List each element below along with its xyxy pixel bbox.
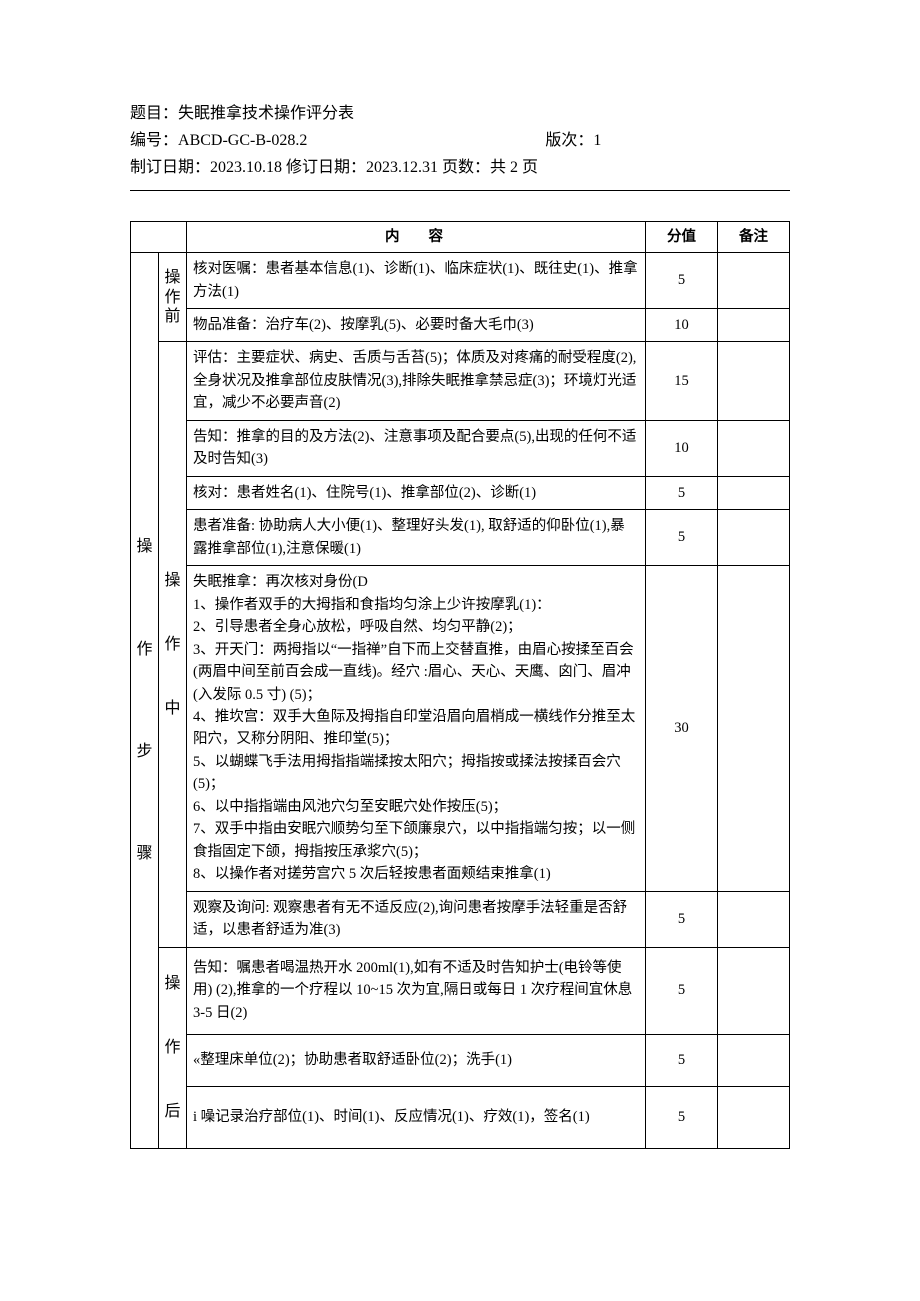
subphase-post: 操作后 <box>159 947 187 1148</box>
score-cell: 5 <box>646 1034 718 1087</box>
table-row: 操作步骤 操作前 核对医嘱：患者基本信息(1)、诊断(1)、临床症状(1)、既往… <box>131 253 790 309</box>
score-cell: 5 <box>646 891 718 947</box>
note-cell <box>718 566 790 892</box>
note-cell <box>718 1087 790 1149</box>
content-cell: 核对医嘱：患者基本信息(1)、诊断(1)、临床症状(1)、既往史(1)、推拿方法… <box>187 253 646 309</box>
content-cell: «整理床单位(2)；协助患者取舒适卧位(2)；洗手(1) <box>187 1034 646 1087</box>
phase-cell: 操作步骤 <box>131 253 159 1149</box>
note-cell <box>718 891 790 947</box>
header-code-line: 编号：ABCD-GC-B-028.2 版次：1 <box>130 127 790 154</box>
score-cell: 10 <box>646 308 718 341</box>
note-cell <box>718 253 790 309</box>
note-cell <box>718 947 790 1034</box>
note-cell <box>718 342 790 420</box>
note-cell <box>718 308 790 341</box>
document-header: 题目：失眠推拿技术操作评分表 编号：ABCD-GC-B-028.2 版次：1 制… <box>130 100 790 182</box>
table-row: i 噪记录治疗部位(1)、时间(1)、反应情况(1)、疗效(1)，签名(1) 5 <box>131 1087 790 1149</box>
header-divider <box>130 190 790 191</box>
note-cell <box>718 476 790 509</box>
table-row: 核对：患者姓名(1)、住院号(1)、推拿部位(2)、诊断(1) 5 <box>131 476 790 509</box>
table-header-row: 内容 分值 备注 <box>131 221 790 252</box>
table-row: 操作中 评估：主要症状、病史、舌质与舌苔(5)；体质及对疼痛的耐受程度(2),全… <box>131 342 790 420</box>
score-cell: 5 <box>646 253 718 309</box>
score-cell: 30 <box>646 566 718 892</box>
score-cell: 5 <box>646 1087 718 1149</box>
content-cell: 患者准备: 协助病人大小便(1)、整理好头发(1), 取舒适的仰卧位(1),暴露… <box>187 510 646 566</box>
header-title-line: 题目：失眠推拿技术操作评分表 <box>130 100 790 127</box>
header-blank <box>131 221 187 252</box>
note-cell <box>718 510 790 566</box>
score-cell: 5 <box>646 476 718 509</box>
table-row: 患者准备: 协助病人大小便(1)、整理好头发(1), 取舒适的仰卧位(1),暴露… <box>131 510 790 566</box>
pages-label: 页数： <box>442 159 490 176</box>
content-cell: 告知：嘱患者喝温热开水 200ml(1),如有不适及时告知护士(电铃等使用) (… <box>187 947 646 1034</box>
score-cell: 15 <box>646 342 718 420</box>
revise-date: 2023.12.31 <box>366 159 438 176</box>
subphase-mid: 操作中 <box>159 342 187 947</box>
content-cell: 评估：主要症状、病史、舌质与舌苔(5)；体质及对疼痛的耐受程度(2),全身状况及… <box>187 342 646 420</box>
title-label: 题目： <box>130 105 178 122</box>
subphase-pre: 操作前 <box>159 253 187 342</box>
revise-label: 修订日期： <box>286 159 366 176</box>
version-text: 1 <box>593 132 601 149</box>
content-cell: 观察及询问: 观察患者有无不适反应(2),询问患者按摩手法轻重是否舒适，以患者舒… <box>187 891 646 947</box>
header-content: 内容 <box>187 221 646 252</box>
score-cell: 5 <box>646 947 718 1034</box>
score-cell: 10 <box>646 420 718 476</box>
header-date-line: 制订日期：2023.10.18 修订日期：2023.12.31 页数：共 2 页 <box>130 154 790 181</box>
table-row: «整理床单位(2)；协助患者取舒适卧位(2)；洗手(1) 5 <box>131 1034 790 1087</box>
header-note: 备注 <box>718 221 790 252</box>
note-cell <box>718 1034 790 1087</box>
table-row: 告知：推拿的目的及方法(2)、注意事项及配合要点(5),出现的任何不适及时告知(… <box>131 420 790 476</box>
table-row: 物品准备：治疗车(2)、按摩乳(5)、必要时备大毛巾(3) 10 <box>131 308 790 341</box>
content-cell: 物品准备：治疗车(2)、按摩乳(5)、必要时备大毛巾(3) <box>187 308 646 341</box>
content-cell: 核对：患者姓名(1)、住院号(1)、推拿部位(2)、诊断(1) <box>187 476 646 509</box>
table-row: 观察及询问: 观察患者有无不适反应(2),询问患者按摩手法轻重是否舒适，以患者舒… <box>131 891 790 947</box>
content-cell: 失眠推拿：再次核对身份(D 1、操作者双手的大拇指和食指均匀涂上少许按摩乳(1)… <box>187 566 646 892</box>
title-text: 失眠推拿技术操作评分表 <box>178 105 354 122</box>
score-table: 内容 分值 备注 操作步骤 操作前 核对医嘱：患者基本信息(1)、诊断(1)、临… <box>130 221 790 1149</box>
create-label: 制订日期： <box>130 159 210 176</box>
version-label: 版次： <box>545 132 593 149</box>
table-row: 失眠推拿：再次核对身份(D 1、操作者双手的大拇指和食指均匀涂上少许按摩乳(1)… <box>131 566 790 892</box>
code-text: ABCD-GC-B-028.2 <box>178 132 307 149</box>
pages-text: 共 2 页 <box>490 159 538 176</box>
content-cell: 告知：推拿的目的及方法(2)、注意事项及配合要点(5),出现的任何不适及时告知(… <box>187 420 646 476</box>
score-cell: 5 <box>646 510 718 566</box>
table-row: 操作后 告知：嘱患者喝温热开水 200ml(1),如有不适及时告知护士(电铃等使… <box>131 947 790 1034</box>
content-cell: i 噪记录治疗部位(1)、时间(1)、反应情况(1)、疗效(1)，签名(1) <box>187 1087 646 1149</box>
note-cell <box>718 420 790 476</box>
header-score: 分值 <box>646 221 718 252</box>
code-label: 编号： <box>130 132 178 149</box>
create-date: 2023.10.18 <box>210 159 282 176</box>
